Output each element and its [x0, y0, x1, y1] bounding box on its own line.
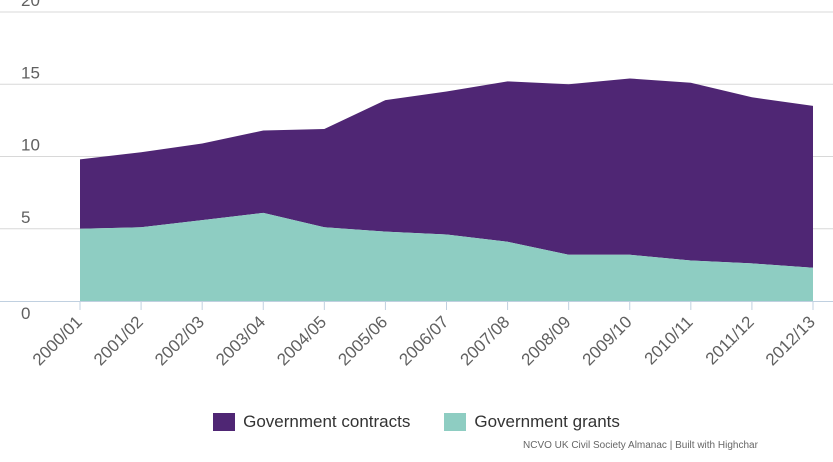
legend-item-grants[interactable]: Government grants: [444, 412, 620, 432]
x-tick-label: 2004/05: [273, 312, 330, 369]
y-tick-label: 10: [21, 136, 40, 155]
legend-item-contracts[interactable]: Government contracts: [213, 412, 410, 432]
x-tick-label: 2010/11: [641, 312, 697, 368]
series-area-grants: [80, 212, 813, 301]
x-tick-label: 2003/04: [212, 312, 269, 369]
x-tick-label: 2012/13: [762, 312, 819, 369]
x-tick-label: 2008/09: [518, 312, 575, 369]
credits-link[interactable]: NCVO UK Civil Society Almanac | Built wi…: [523, 440, 758, 451]
x-tick-label: 2011/12: [702, 312, 758, 368]
plot-areas: [80, 78, 813, 301]
x-tick-label: 2002/03: [151, 312, 208, 369]
x-tick-label: 2007/08: [457, 312, 514, 369]
legend: Government contracts Government grants: [0, 412, 833, 432]
series-area-contracts: [80, 78, 813, 268]
x-tick-label: 2000/01: [29, 312, 86, 369]
y-tick-label: 5: [21, 208, 30, 227]
y-tick-label: 20: [21, 0, 40, 10]
legend-swatch-grants: [444, 413, 467, 431]
x-tick-label: 2009/10: [579, 312, 636, 369]
x-tick-label: 2006/07: [395, 312, 452, 369]
legend-label-contracts: Government contracts: [243, 412, 411, 431]
legend-label-grants: Government grants: [474, 412, 620, 431]
x-tick-label: 2005/06: [334, 312, 391, 369]
x-tick-label: 2001/02: [90, 312, 147, 369]
y-tick-label: 15: [21, 63, 40, 82]
legend-swatch-contracts: [213, 413, 236, 431]
y-tick-label: 0: [21, 304, 30, 323]
